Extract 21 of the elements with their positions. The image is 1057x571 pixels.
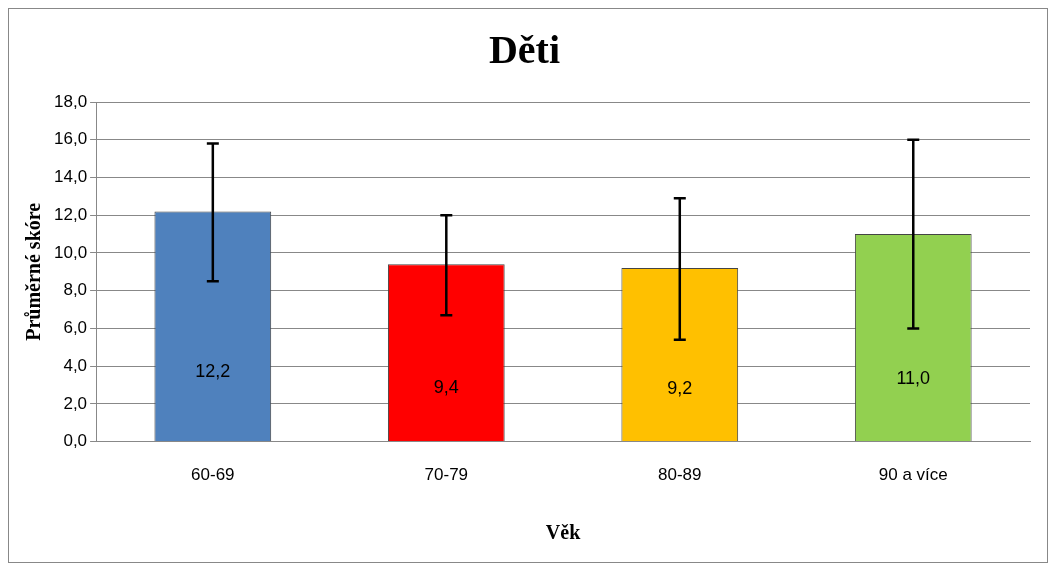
- y-axis-title: Průměrné skóre: [22, 202, 45, 341]
- x-tick-label: 60-69: [191, 465, 235, 485]
- y-tick-label: 12,0: [53, 204, 88, 224]
- y-tick-label: 10,0: [53, 242, 88, 262]
- y-tick-label: 4,0: [63, 355, 88, 375]
- x-axis-title: Věk: [545, 521, 582, 544]
- x-tick-label: 70-79: [424, 465, 469, 485]
- data-label: 9,4: [433, 377, 459, 398]
- y-tick-label: 18,0: [53, 91, 88, 111]
- chart-title: Děti: [488, 27, 561, 73]
- data-label: 9,2: [667, 378, 693, 399]
- y-tick-label: 2,0: [63, 393, 88, 413]
- y-tick-label: 16,0: [53, 129, 88, 149]
- x-tick-label: 90 a více: [878, 465, 948, 485]
- data-label: 11,0: [896, 367, 931, 388]
- y-tick-label: 8,0: [63, 280, 88, 300]
- y-tick-label: 14,0: [53, 167, 88, 187]
- y-tick-label: 0,0: [63, 431, 88, 451]
- data-label: 12,2: [195, 361, 231, 382]
- x-tick-label: 80-89: [658, 465, 702, 485]
- y-tick-label: 6,0: [63, 318, 88, 338]
